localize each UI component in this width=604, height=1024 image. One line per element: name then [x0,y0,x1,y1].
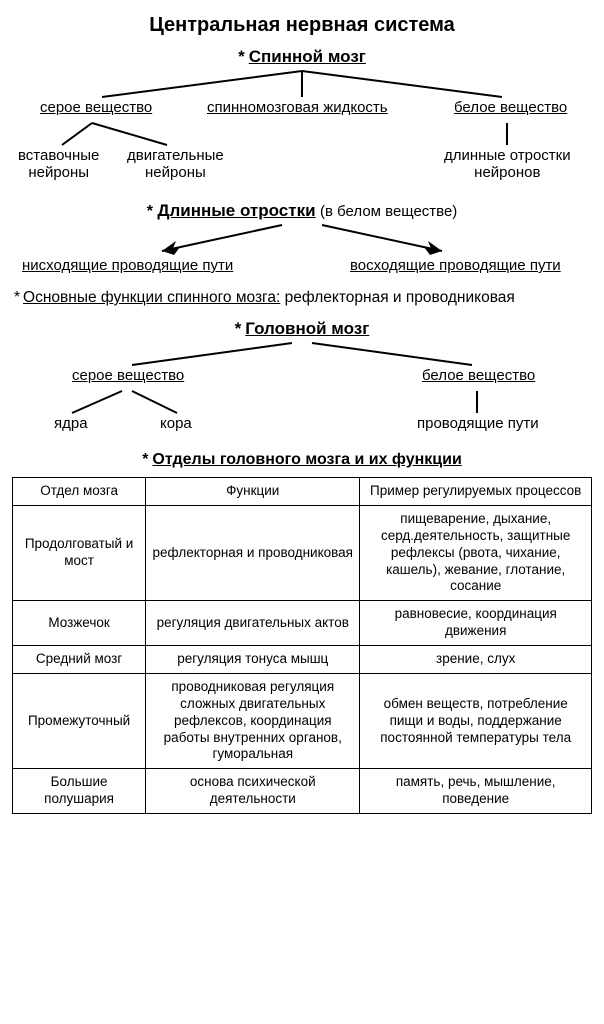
table-header-2: Функции [146,478,360,506]
spinal-functions-lead: Основные функции спинного мозга: [23,289,280,306]
spinal-functions-text: рефлекторная и проводниковая [285,289,515,306]
cell: Большие полушария [13,769,146,814]
long-l1: длинные отростки [444,147,571,164]
brain-fork-2-svg [12,389,592,415]
cell: зрение, слух [360,646,592,674]
cell: проводниковая регуляция сложных двигател… [146,673,360,768]
brain-level2-row: ядра кора проводящие пути [12,415,592,437]
cell: память, речь, мышление, поведение [360,769,592,814]
table-header-3: Пример регулируемых процессов [360,478,592,506]
tracts-label: проводящие пути [417,415,539,432]
table-header-row: Отдел мозга Функции Пример регулируемых … [13,478,592,506]
brain-white-label: белое вещество [422,367,535,384]
spinal-level1-row: серое вещество спинномозговая жидкость б… [12,99,592,121]
table-row: Большие полушария основа психической дея… [13,769,592,814]
brain-fork-1-svg [12,341,592,367]
interneurons-l1: вставочные [18,147,99,164]
cell: регуляция тонуса мышц [146,646,360,674]
motor-l1: двигательные [127,147,224,164]
long-l2: нейронов [474,164,540,181]
cell: Мозжечок [13,601,146,646]
page: Центральная нервная система *Спинной моз… [0,0,604,834]
long-processes-fork-svg [12,221,592,257]
ascending-pathways: восходящие проводящие пути [350,257,561,274]
cell: пищеварение, дыхание, серд.деятельность,… [360,505,592,600]
cell: Средний мозг [13,646,146,674]
cell: рефлекторная и проводниковая [146,505,360,600]
long-processes-label: Длинные отростки [157,201,315,220]
white-matter-label: белое вещество [454,99,567,116]
csf-label: спинномозговая жидкость [207,99,388,116]
brain-sections-table: Отдел мозга Функции Пример регулируемых … [12,477,592,814]
spinal-heading: *Спинной мозг [12,47,592,67]
cortex-label: кора [160,415,192,432]
table-row: Средний мозг регуляция тонуса мышц зрени… [13,646,592,674]
pathways-row: нисходящие проводящие пути восходящие пр… [12,257,592,279]
descending-pathways: нисходящие проводящие пути [22,257,233,274]
gray-matter-label: серое вещество [40,99,152,116]
spinal-level2-row: вставочные нейроны двигательные нейроны … [12,147,592,187]
cell: равновесие, координация движения [360,601,592,646]
interneurons-l2: нейроны [28,164,89,181]
long-processes-note: (в белом веществе) [320,203,457,220]
table-row: Продолговатый и мост рефлекторная и пров… [13,505,592,600]
spinal-fork-1-svg [12,69,592,99]
spinal-heading-text: Спинной мозг [249,47,366,66]
motor-l2: нейроны [145,164,206,181]
table-row: Мозжечок регуляция двигательных актов ра… [13,601,592,646]
brain-gray-label: серое вещество [72,367,184,384]
table-title: *Отделы головного мозга и их функции [12,451,592,469]
cell: регуляция двигательных актов [146,601,360,646]
cell: Продолговатый и мост [13,505,146,600]
spinal-functions-line: *Основные функции спинного мозга: рефлек… [14,289,590,307]
long-processes-heading: * Длинные отростки (в белом веществе) [12,201,592,221]
spinal-fork-2-svg [12,121,592,147]
cell: обмен веществ, потребление пищи и воды, … [360,673,592,768]
main-title: Центральная нервная система [12,14,592,37]
brain-level1-row: серое вещество белое вещество [12,367,592,389]
table-header-1: Отдел мозга [13,478,146,506]
nuclei-label: ядра [54,415,88,432]
table-row: Промежуточный проводниковая регуляция сл… [13,673,592,768]
cell: основа психической деятельности [146,769,360,814]
brain-heading: *Головной мозг [12,319,592,339]
table-title-text: Отделы головного мозга и их функции [152,451,461,468]
cell: Промежуточный [13,673,146,768]
brain-heading-text: Головной мозг [245,319,369,338]
